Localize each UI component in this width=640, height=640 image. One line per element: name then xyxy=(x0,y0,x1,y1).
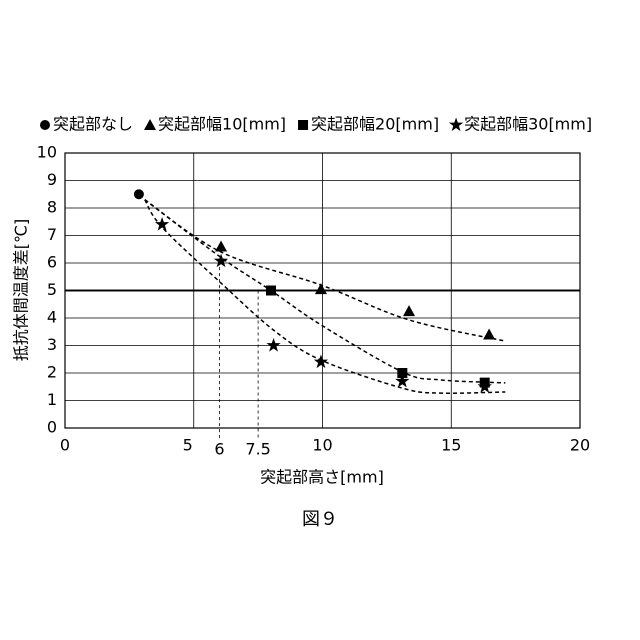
y-tick-label: 9 xyxy=(47,170,57,189)
x-tick-label: 0 xyxy=(60,436,70,455)
y-tick-label: 0 xyxy=(47,418,57,437)
y-axis-label: 抵抗体間温度差[℃] xyxy=(12,219,31,361)
legend-marker xyxy=(298,120,308,130)
y-tick-label: 3 xyxy=(47,335,57,354)
y-tick-label: 7 xyxy=(47,225,57,244)
x-tick-label: 5 xyxy=(183,436,193,455)
legend-marker xyxy=(449,118,463,132)
legend-marker xyxy=(144,119,156,130)
reference-label: 7.5 xyxy=(245,440,270,459)
legend-label: 突起部幅10[mm] xyxy=(158,115,286,134)
chart: 突起部高さ[mm] 抵抗体間温度差[℃] 図９ 0 1 2 3 4 5 6 7 8 9 10 0 5 10… xyxy=(0,0,640,640)
y-tick-label: 4 xyxy=(47,308,57,327)
legend-label: 突起部なし xyxy=(53,115,133,134)
x-tick-label: 20 xyxy=(570,436,590,455)
point xyxy=(266,286,276,296)
caption: 図９ xyxy=(302,509,338,530)
legend-marker xyxy=(40,120,50,130)
y-tick-label: 2 xyxy=(47,363,57,382)
y-tick-label: 6 xyxy=(47,253,57,272)
point xyxy=(134,189,144,199)
y-tick-label: 5 xyxy=(47,280,57,299)
reference-label: 6 xyxy=(214,440,224,459)
y-tick-label: 10 xyxy=(37,143,57,162)
legend-label: 突起部幅30[mm] xyxy=(464,115,592,134)
y-tick-label: 8 xyxy=(47,198,57,217)
y-tick-label: 1 xyxy=(47,390,57,409)
x-tick-label: 10 xyxy=(312,436,332,455)
x-axis-label: 突起部高さ[mm] xyxy=(260,468,384,487)
x-tick-label: 15 xyxy=(441,436,461,455)
legend-label: 突起部幅20[mm] xyxy=(311,115,439,134)
